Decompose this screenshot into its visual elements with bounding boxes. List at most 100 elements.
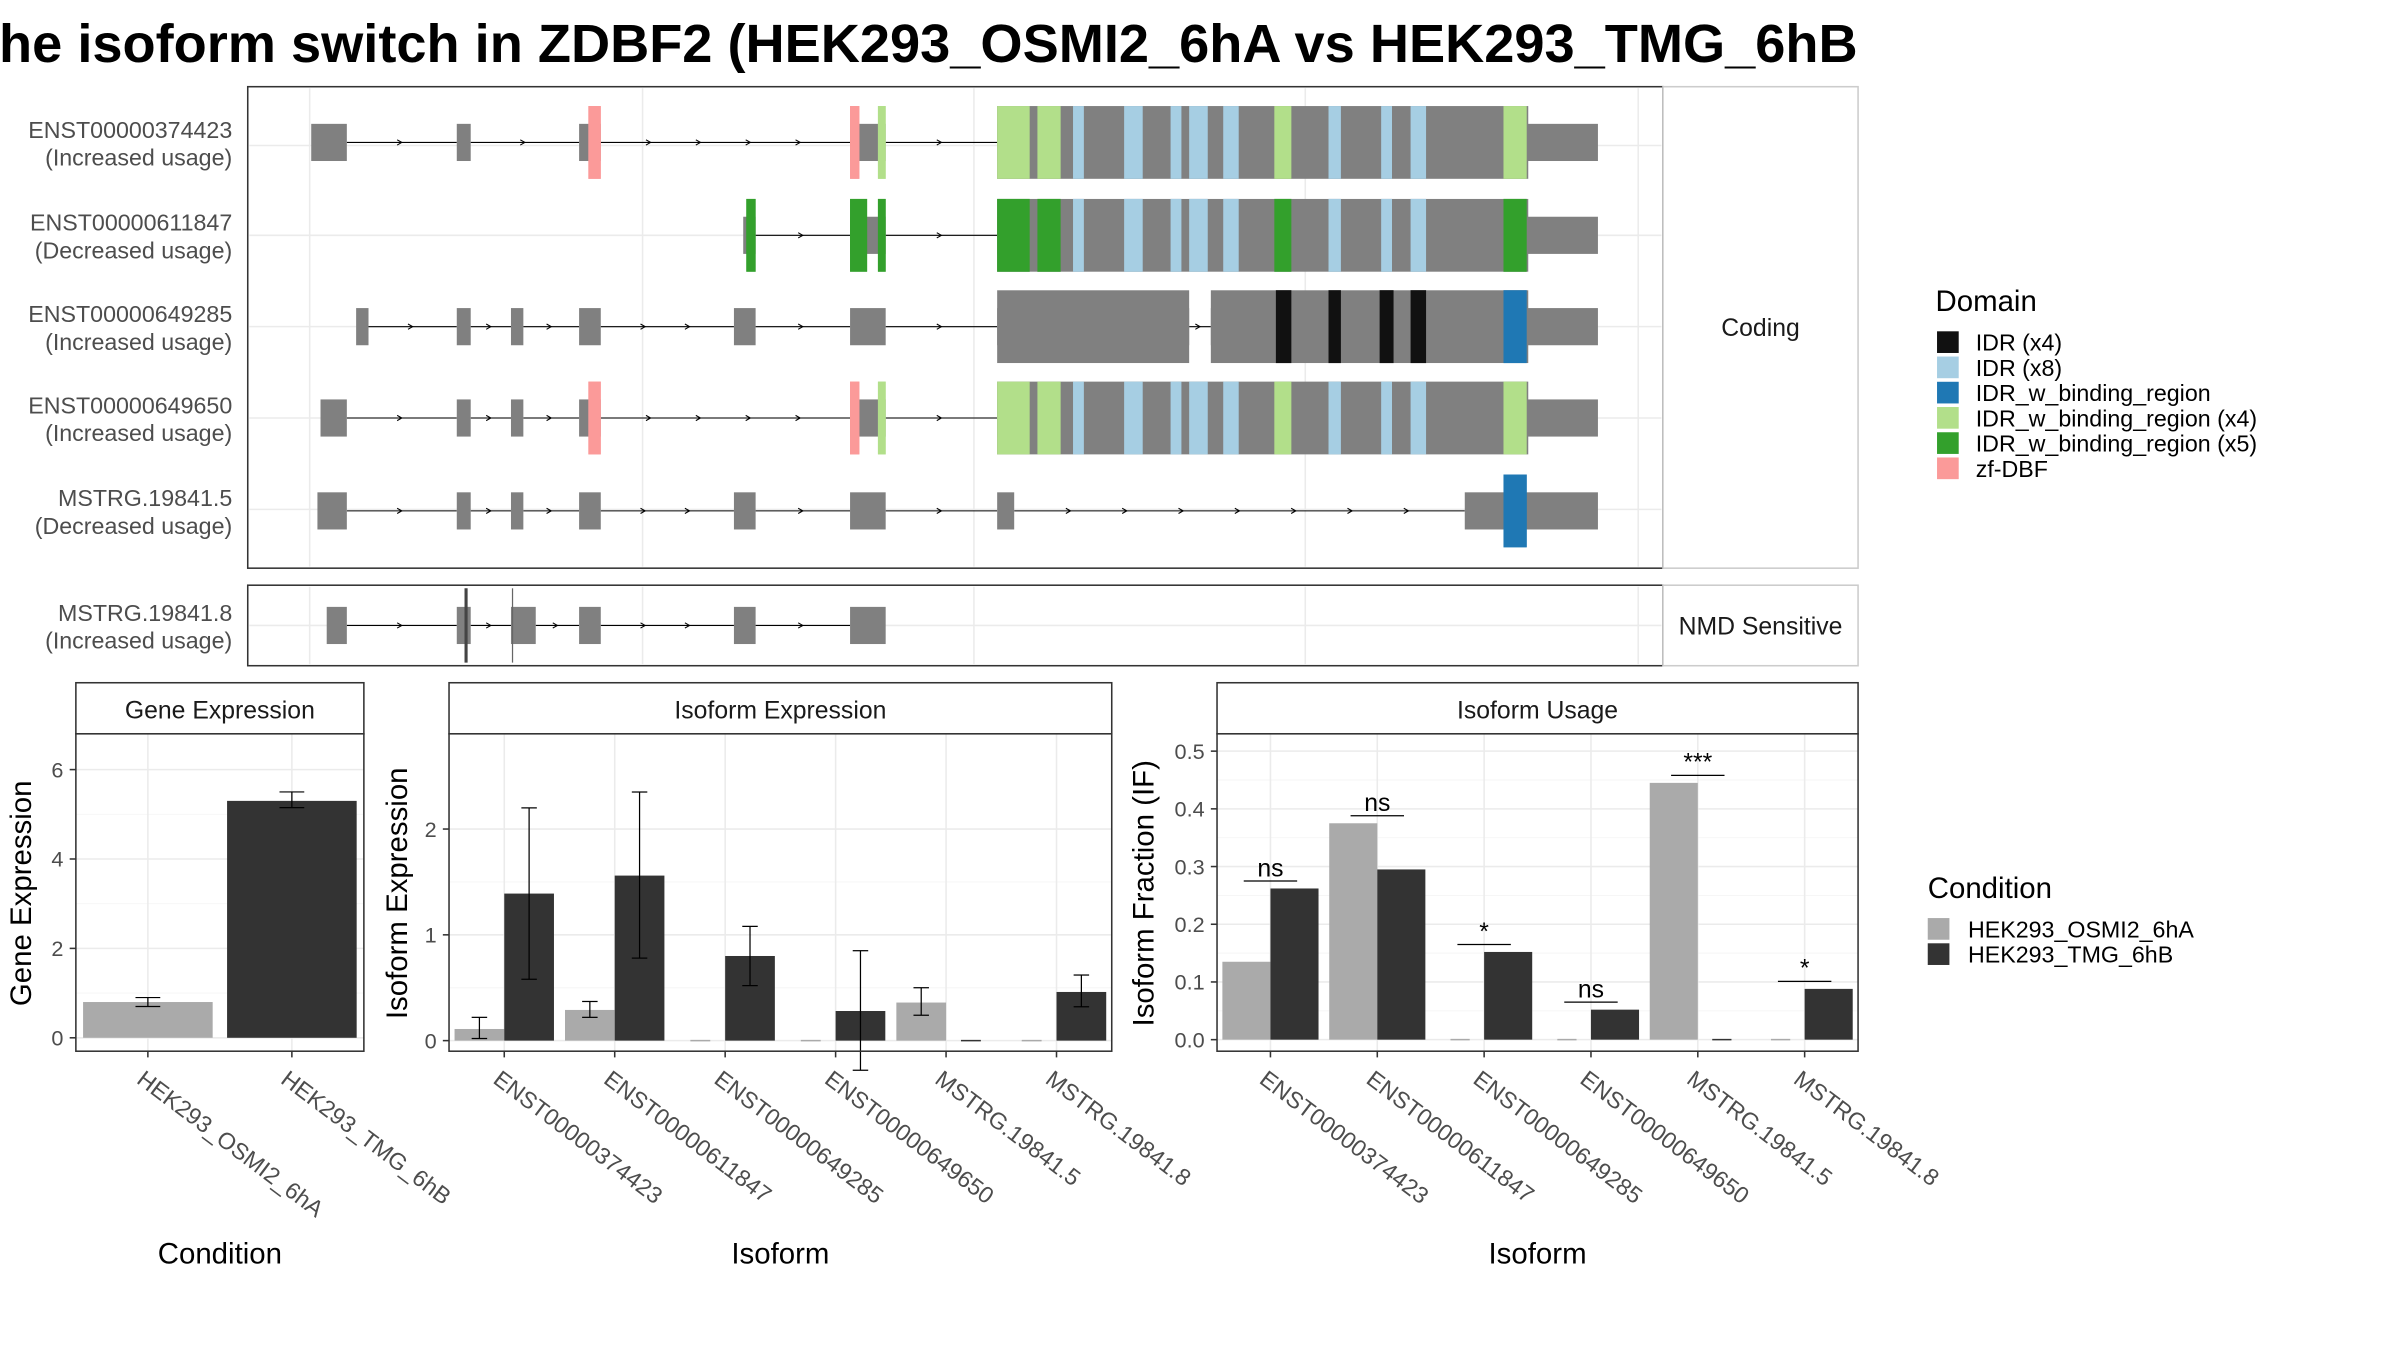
intron-arrow xyxy=(396,622,403,629)
intron-arrow xyxy=(936,232,943,239)
exon xyxy=(320,399,347,437)
domain-feature xyxy=(1037,381,1061,455)
cds-block xyxy=(997,198,1529,272)
transcript-row: ENST00000649650(Increased usage) xyxy=(28,381,1598,455)
intron-arrow xyxy=(684,323,691,330)
y-tick-label: 0.4 xyxy=(1175,797,1205,822)
exon xyxy=(850,492,886,530)
exon xyxy=(510,308,524,346)
domain-feature xyxy=(1274,198,1292,272)
domain-feature xyxy=(1410,106,1427,179)
exon xyxy=(456,123,471,162)
domain-feature xyxy=(1274,106,1292,179)
y-tick-label: 6 xyxy=(51,757,63,782)
y-tick-label: 0.3 xyxy=(1175,854,1205,879)
intron-arrow xyxy=(640,323,647,330)
figure-title: The isoform switch in ZDBF2 (HEK293_OSMI… xyxy=(0,14,1858,74)
domain-feature xyxy=(1328,381,1341,455)
x-axis-title: Condition xyxy=(158,1237,282,1270)
y-tick-label: 0.2 xyxy=(1175,912,1205,937)
domain-feature xyxy=(1503,381,1527,455)
exon xyxy=(579,492,601,530)
domain-feature xyxy=(1503,290,1527,364)
exon xyxy=(850,606,886,645)
domain-feature xyxy=(746,198,756,272)
exon xyxy=(997,492,1015,530)
domain-feature xyxy=(1073,198,1084,272)
domain-legend-swatch xyxy=(1937,381,1959,404)
y-tick-label: 4 xyxy=(51,847,63,872)
intron-arrow xyxy=(936,139,943,146)
exon xyxy=(456,308,471,346)
domain-feature xyxy=(997,198,1030,272)
transcript-id: ENST00000611847 xyxy=(30,210,232,236)
domain-legend-swatch xyxy=(1937,407,1959,429)
exon xyxy=(510,606,536,645)
significance-label: ns xyxy=(1578,977,1604,1004)
domain-feature xyxy=(1223,198,1239,272)
intron-arrow xyxy=(645,139,652,146)
significance-label: * xyxy=(1800,956,1810,983)
chart-title: Gene Expression xyxy=(125,697,315,724)
x-axis-title: Isoform xyxy=(731,1237,829,1270)
intron-arrow xyxy=(695,414,702,422)
transcript-id: ENST00000649650 xyxy=(28,392,232,418)
domain-legend-swatch xyxy=(1937,457,1959,480)
intron-arrow xyxy=(797,232,804,239)
y-tick-label: 2 xyxy=(51,936,63,961)
transcript-row: ENST00000649285(Increased usage) xyxy=(28,290,1598,364)
domain-feature xyxy=(1223,381,1239,455)
domain-legend-label: zf-DBF xyxy=(1976,456,2048,482)
domain-legend-label: IDR (x4) xyxy=(1976,330,2062,356)
domain-legend-label: IDR_w_binding_region (x5) xyxy=(1976,431,2257,457)
transcript-usage: (Increased usage) xyxy=(45,145,232,171)
y-tick-label: 2 xyxy=(425,817,437,842)
intron-arrow xyxy=(546,507,553,514)
domain-feature xyxy=(877,106,886,179)
domain-feature xyxy=(1328,198,1341,272)
domain-feature xyxy=(1328,290,1341,364)
domain-feature xyxy=(1503,198,1527,272)
intron-arrow xyxy=(396,414,403,422)
domain-feature xyxy=(1379,290,1394,364)
domain-legend-label: IDR (x8) xyxy=(1976,355,2062,381)
bar xyxy=(1222,961,1271,1040)
domain-feature xyxy=(1124,106,1143,179)
domain-legend-swatch xyxy=(1937,432,1959,454)
intron-arrow xyxy=(546,414,553,422)
transcript-usage: (Decreased usage) xyxy=(35,513,232,539)
domain-feature xyxy=(1189,198,1208,272)
transcript-row: MSTRG.19841.8(Increased usage) xyxy=(45,600,886,654)
y-tick-label: 0 xyxy=(425,1028,437,1053)
plot-area xyxy=(449,733,1112,1052)
domain-feature xyxy=(1037,198,1061,272)
exon xyxy=(850,308,886,346)
bar-chart: Isoform Expression012ENST00000374423ENST… xyxy=(381,681,1196,1270)
domain-feature xyxy=(1328,106,1341,179)
domain-feature xyxy=(1189,381,1208,455)
exon xyxy=(311,123,347,162)
domain-feature xyxy=(1410,290,1427,364)
chart-title: Isoform Usage xyxy=(1457,697,1618,724)
domain-feature xyxy=(1124,198,1143,272)
transcript-id: MSTRG.19841.8 xyxy=(58,600,232,626)
domain-feature xyxy=(1503,474,1527,548)
significance-label: ns xyxy=(1364,790,1390,817)
domain-feature xyxy=(588,106,601,179)
domain-feature xyxy=(1275,290,1292,364)
bar xyxy=(1270,888,1319,1040)
transcript-id: ENST00000374423 xyxy=(28,117,232,143)
exon xyxy=(456,492,471,530)
plot-border xyxy=(75,733,365,1052)
exon xyxy=(510,492,524,530)
domain-feature xyxy=(1381,198,1392,272)
transcript-id: ENST00000649285 xyxy=(28,301,232,327)
domain-feature xyxy=(1381,106,1392,179)
intron-arrow xyxy=(745,139,752,146)
chart-title: Isoform Expression xyxy=(674,697,886,724)
intron-arrow xyxy=(1234,507,1241,514)
intron-arrow xyxy=(936,323,943,330)
domain-feature xyxy=(1410,198,1427,272)
